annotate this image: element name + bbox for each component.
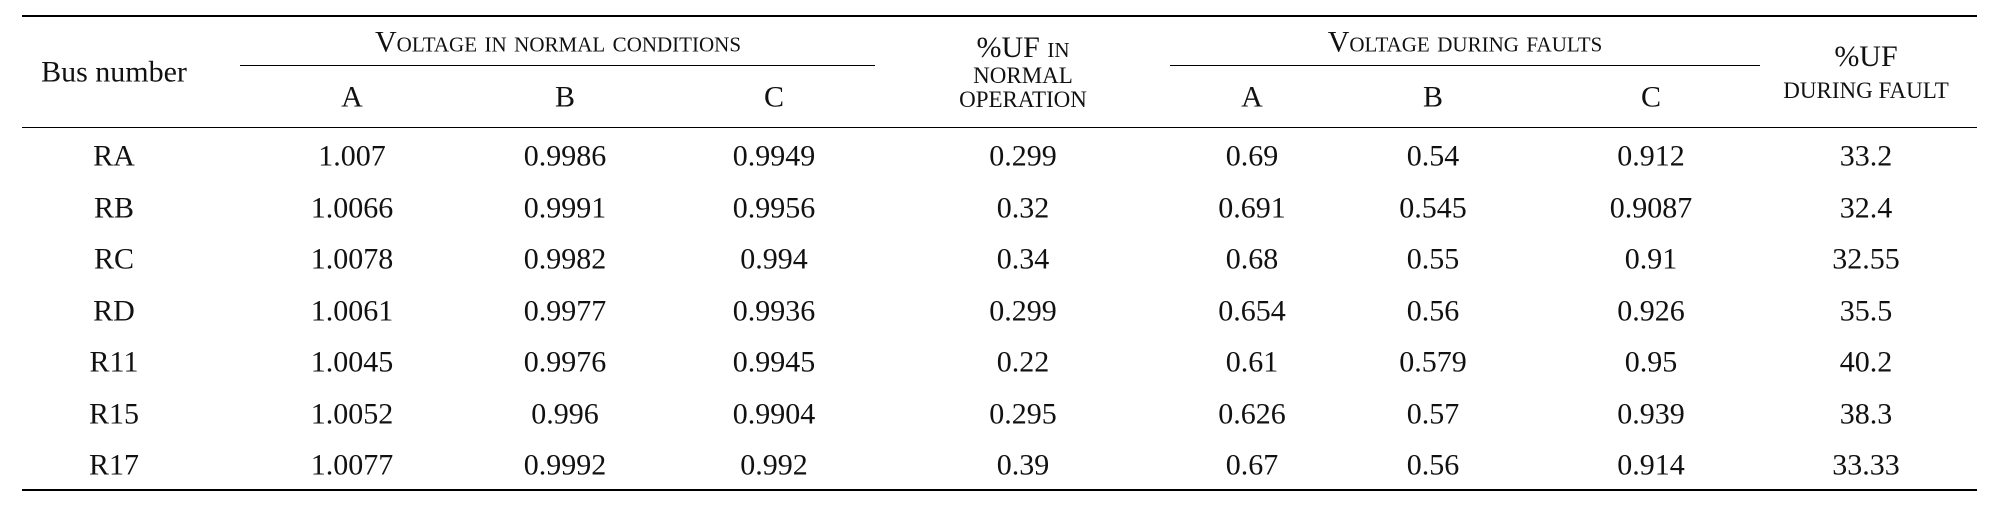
table-cell-vc: 0.9904 [732,396,816,430]
table-cell-vb: 0.9986 [523,139,607,173]
table-cell-bus: RA [93,139,135,173]
header-uf-normal-line1: %UF in [976,31,1070,65]
table-cell-fc: 0.91 [1624,242,1678,276]
header-bottom-rule [22,127,1977,128]
table-cell-bus: R17 [88,448,140,482]
table-cell-fa: 0.61 [1225,345,1279,379]
table-cell-fb: 0.57 [1406,396,1460,430]
header-voltage-normal: Voltage in normal conditions [374,25,742,59]
table-cell-va: 1.0078 [310,242,394,276]
table-cell-vc: 0.9949 [732,139,816,173]
table-cell-bus: R11 [89,345,139,379]
table-cell-fb: 0.54 [1406,139,1460,173]
header-uf-normal-line2: normal [973,62,1073,88]
table-cell-fa: 0.69 [1225,139,1279,173]
table-cell-vc: 0.9936 [732,293,816,327]
header-uf-normal-line3: operation [959,86,1087,112]
voltage-normal-underline [240,65,875,66]
table-cell-fa: 0.67 [1225,448,1279,482]
header-normal-phase-c: C [763,80,785,114]
header-bus-number: Bus number [41,55,187,89]
table-cell-fc: 0.914 [1617,448,1685,482]
table-cell-fc: 0.926 [1617,293,1685,327]
header-fault-phase-c: C [1640,80,1662,114]
table-cell-bus: R15 [88,396,140,430]
table-cell-vb: 0.996 [531,396,599,430]
table-cell-fc: 0.95 [1624,345,1678,379]
table-cell-uf-fault: 35.5 [1839,293,1893,327]
table-cell-va: 1.0066 [310,190,394,224]
table-cell-vc: 0.9956 [732,190,816,224]
top-rule [22,15,1977,17]
table-cell-uf-normal: 0.32 [996,190,1050,224]
header-normal-phase-a: A [341,80,363,114]
table-cell-uf-normal: 0.299 [989,293,1057,327]
table-cell-vb: 0.9982 [523,242,607,276]
table-cell-bus: RB [93,190,135,224]
header-fault-phase-a: A [1241,80,1263,114]
table-cell-fb: 0.56 [1406,448,1460,482]
table-cell-va: 1.0052 [310,396,394,430]
table-cell-uf-normal: 0.299 [989,139,1057,173]
table-cell-fb: 0.545 [1399,190,1467,224]
table-cell-vb: 0.9977 [523,293,607,327]
table-cell-va: 1.0045 [310,345,394,379]
table-cell-bus: RD [93,293,135,327]
table-cell-va: 1.0077 [310,448,394,482]
table-cell-va: 1.007 [318,139,386,173]
table-cell-vc: 0.992 [740,448,808,482]
header-uf-fault: %UF during fault [1783,41,1948,103]
table-cell-uf-normal: 0.34 [996,242,1050,276]
table-cell-fb: 0.56 [1406,293,1460,327]
table-cell-vc: 0.9945 [732,345,816,379]
table-cell-fb: 0.55 [1406,242,1460,276]
table-cell-fa: 0.654 [1218,293,1286,327]
table-cell-uf-normal: 0.22 [996,345,1050,379]
header-voltage-fault: Voltage during faults [1327,25,1603,59]
table-cell-fa: 0.68 [1225,242,1279,276]
table-cell-fa: 0.626 [1218,396,1286,430]
table-cell-vb: 0.9976 [523,345,607,379]
table-cell-vc: 0.994 [740,242,808,276]
header-uf-fault-line1: %UF [1834,40,1898,74]
table-cell-uf-fault: 32.55 [1832,242,1900,276]
table-cell-fc: 0.939 [1617,396,1685,430]
table-cell-fa: 0.691 [1218,190,1286,224]
table-cell-fc: 0.9087 [1609,190,1693,224]
table-cell-uf-fault: 33.33 [1832,448,1900,482]
table-cell-uf-fault: 33.2 [1839,139,1893,173]
header-fault-phase-b: B [1422,80,1444,114]
table-cell-uf-fault: 32.4 [1839,190,1893,224]
table-cell-vb: 0.9992 [523,448,607,482]
table-cell-vb: 0.9991 [523,190,607,224]
header-uf-fault-line2: during fault [1783,77,1949,103]
header-uf-normal: %UF in normal operation [959,32,1087,112]
table-cell-fc: 0.912 [1617,139,1685,173]
table-cell-uf-normal: 0.295 [989,396,1057,430]
table-cell-uf-normal: 0.39 [996,448,1050,482]
table-cell-va: 1.0061 [310,293,394,327]
table-cell-uf-fault: 38.3 [1839,396,1893,430]
table-cell-bus: RC [93,242,135,276]
bottom-rule [22,489,1977,491]
header-normal-phase-b: B [554,80,576,114]
table-cell-uf-fault: 40.2 [1839,345,1893,379]
table-cell-fb: 0.579 [1399,345,1467,379]
voltage-fault-underline [1170,65,1760,66]
